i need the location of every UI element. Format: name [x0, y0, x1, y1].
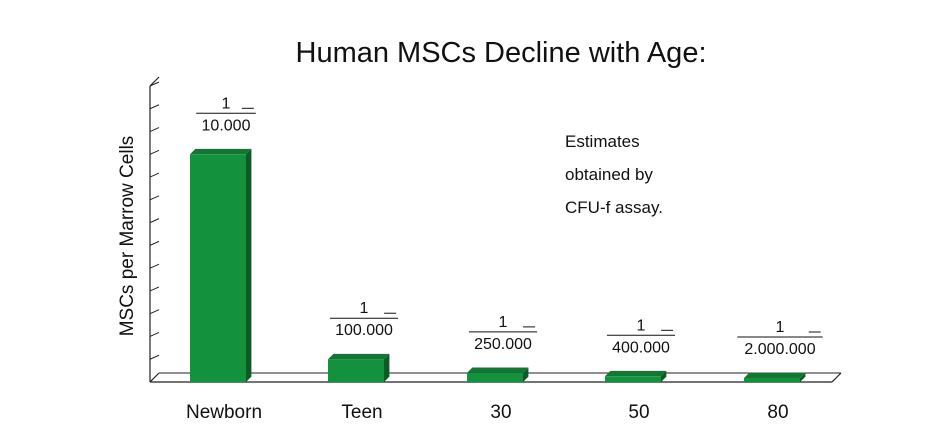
bar-5	[744, 372, 806, 382]
bar-side	[800, 372, 806, 382]
bar-top	[328, 353, 390, 360]
data-label-numerator: 1	[499, 314, 508, 331]
bar-3	[467, 367, 529, 382]
floor-left-edge	[149, 372, 160, 383]
y-tick	[149, 127, 160, 132]
bar-top	[605, 370, 667, 377]
y-tick	[149, 354, 160, 360]
data-label-denominator: 250.000	[474, 336, 532, 353]
y-axis-title: MSCs per Marrow Cells	[117, 136, 138, 337]
y-tick	[149, 263, 160, 269]
x-tick-label: 50	[628, 402, 649, 423]
y-tick	[149, 240, 160, 246]
annotation-line-1: Estimates	[565, 132, 640, 151]
x-tick-label: 80	[767, 402, 788, 423]
annotation-line-2: obtained by	[565, 165, 653, 184]
x-tick-label: 30	[490, 402, 511, 423]
floor-right-edge	[831, 372, 842, 383]
y-axis-top-edge	[149, 76, 160, 87]
x-tick-label: Newborn	[186, 402, 262, 423]
bar-front	[744, 378, 800, 382]
annotation-line-3: CFU-f assay.	[565, 198, 663, 217]
data-label-denominator: 100.000	[335, 322, 393, 339]
bar-front	[467, 372, 523, 382]
y-tick	[149, 195, 160, 201]
y-tick	[149, 81, 160, 87]
bar-front	[190, 154, 246, 382]
x-tick-label: Teen	[341, 402, 382, 423]
bar-side	[246, 148, 252, 382]
data-label-denominator: 400.000	[612, 339, 670, 356]
bar-front	[605, 376, 661, 382]
bar-1	[190, 148, 252, 382]
y-tick	[149, 286, 160, 292]
data-label-denominator: 2.000.000	[744, 341, 815, 358]
data-label-5: 1 2.000.000	[737, 319, 823, 358]
y-tick	[149, 218, 160, 224]
y-tick	[149, 149, 160, 155]
data-label-2: 1 100.000	[329, 300, 399, 339]
data-label-1: 1 10.000	[196, 95, 256, 134]
data-label-numerator: 1	[637, 317, 646, 334]
bars-group	[190, 148, 806, 382]
bar-top	[190, 148, 252, 155]
data-label-numerator: 1	[360, 300, 369, 317]
chart-title: Human MSCs Decline with Age:	[296, 37, 707, 69]
data-label-3: 1 250.000	[468, 314, 538, 353]
bar-top	[744, 372, 806, 378]
bar-side	[661, 370, 667, 382]
bar-2	[328, 353, 390, 382]
data-label-numerator: 1	[222, 95, 231, 112]
bar-4	[605, 370, 667, 382]
bar-side	[384, 353, 390, 382]
y-tick	[149, 104, 160, 110]
bar-side	[523, 367, 529, 382]
data-label-denominator: 10.000	[202, 117, 251, 134]
y-tick	[149, 309, 160, 315]
bar-top	[467, 367, 529, 373]
bar-front	[328, 359, 384, 382]
y-tick	[149, 332, 160, 337]
data-label-4: 1 400.000	[606, 317, 676, 356]
data-label-numerator: 1	[776, 319, 785, 336]
labels-group: Newborn 1 10.000 Teen 1 100.000 30 1 250.000 50 1 4…	[186, 95, 823, 423]
y-tick	[149, 172, 160, 178]
